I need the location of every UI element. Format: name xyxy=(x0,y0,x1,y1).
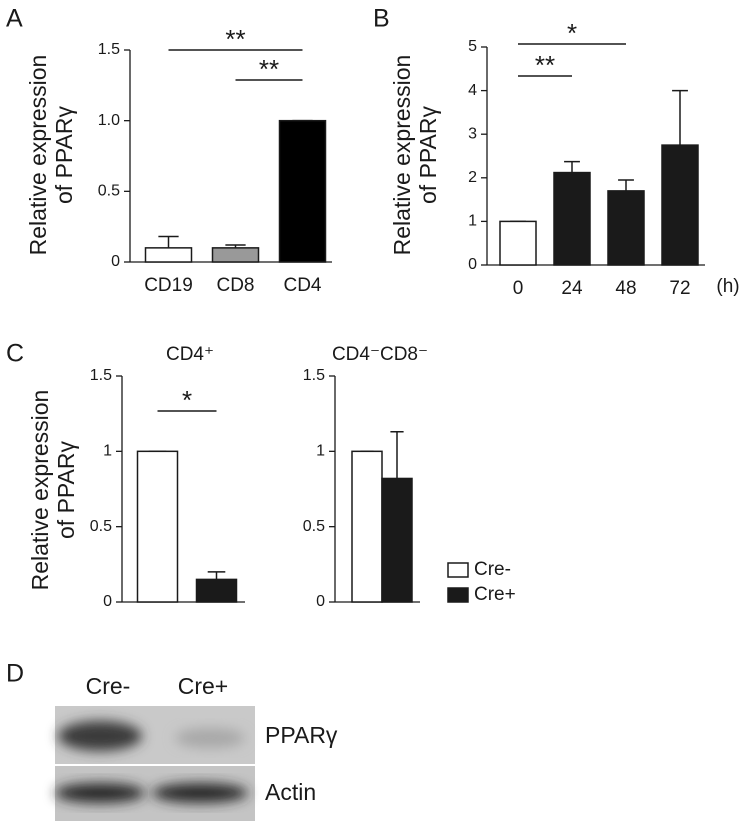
significance-label: ** xyxy=(535,50,555,80)
x-tick-label: CD19 xyxy=(144,275,193,296)
x-tick-label: CD4 xyxy=(283,275,321,296)
y-tick-label: 1.5 xyxy=(303,367,325,384)
panel-d: D Cre- Cre+ PPARγ Actin xyxy=(6,660,338,821)
bar xyxy=(661,144,699,266)
x-tick-label: 48 xyxy=(615,278,636,299)
x-tick-label: 24 xyxy=(561,278,583,299)
bar xyxy=(351,450,383,603)
y-tick-label: 1.5 xyxy=(98,41,120,58)
bar xyxy=(195,578,238,603)
chart-title: CD4⁻CD8⁻ xyxy=(332,344,428,365)
y-axis-label: of PPARγ xyxy=(53,441,79,539)
y-tick-label: 1 xyxy=(468,213,477,230)
legend-swatch xyxy=(447,587,469,603)
x-tick-label: CD8 xyxy=(216,275,254,296)
legend-swatch xyxy=(447,562,469,578)
bar xyxy=(144,247,193,263)
significance-label: * xyxy=(567,18,577,48)
y-axis-label: of PPARγ xyxy=(415,106,441,204)
y-axis-label: Relative expression xyxy=(25,55,51,256)
y-tick-label: 5 xyxy=(468,38,477,55)
y-tick-label: 1.0 xyxy=(98,112,120,129)
error-bar xyxy=(672,89,688,146)
y-tick-label: 0 xyxy=(103,593,112,610)
panel-label: B xyxy=(373,5,390,33)
error-bar xyxy=(207,571,226,580)
y-tick-label: 1 xyxy=(103,443,112,460)
blot-bands xyxy=(55,721,248,803)
y-tick-label: 2 xyxy=(468,169,477,186)
panel-label: D xyxy=(6,660,24,688)
legend-label: Cre+ xyxy=(474,584,516,605)
bar xyxy=(553,171,591,266)
y-tick-label: 0.5 xyxy=(303,518,325,535)
significance-label: * xyxy=(182,385,192,415)
chart-title: CD4⁺ xyxy=(166,344,214,365)
blot-column: Cre- xyxy=(86,673,131,699)
significance-label: ** xyxy=(259,54,279,84)
y-tick-label: 0 xyxy=(468,256,477,273)
legend-label: Cre- xyxy=(474,559,511,580)
error-bar xyxy=(390,430,404,479)
y-tick-label: 0 xyxy=(316,593,325,610)
error-bar xyxy=(564,160,580,173)
y-axis-label: of PPARγ xyxy=(51,106,77,204)
y-tick-label: 1 xyxy=(316,443,325,460)
bar xyxy=(278,119,327,263)
blot-row: PPARγ xyxy=(265,722,338,748)
y-tick-label: 0 xyxy=(111,253,120,270)
y-tick-label: 0.5 xyxy=(98,183,120,200)
bar xyxy=(211,247,260,263)
panel-label: C xyxy=(6,340,24,368)
y-axis-label: Relative expression xyxy=(27,390,53,591)
error-bar xyxy=(158,235,179,248)
y-tick-label: 4 xyxy=(468,82,477,99)
blot-column: Cre+ xyxy=(178,673,229,699)
bar xyxy=(499,220,537,266)
y-tick-label: 0.5 xyxy=(90,518,112,535)
y-tick-label: 3 xyxy=(468,125,477,142)
bar xyxy=(136,450,179,603)
y-axis-label: Relative expression xyxy=(389,55,415,256)
x-tick-label: 0 xyxy=(513,278,524,299)
x-tick-label: 72 xyxy=(669,278,690,299)
blot-row: Actin xyxy=(265,779,316,805)
bar xyxy=(381,477,413,603)
error-bar xyxy=(618,179,634,191)
significance-label: ** xyxy=(225,24,245,54)
panel-label: A xyxy=(6,5,23,33)
x-axis-label: (h) xyxy=(716,276,739,297)
y-tick-label: 1.5 xyxy=(90,367,112,384)
bar xyxy=(607,190,645,266)
